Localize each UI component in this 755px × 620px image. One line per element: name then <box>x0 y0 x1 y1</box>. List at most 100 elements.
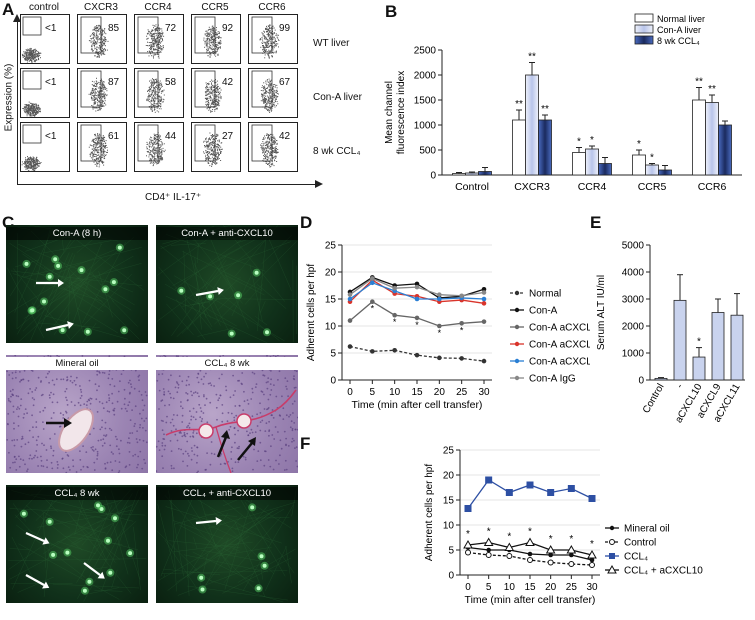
data-point <box>481 319 487 324</box>
micrograph-fluorescence: CCL₄ + anti-CXCL10 <box>156 485 298 603</box>
arrowhead <box>67 321 74 329</box>
data-point <box>481 296 487 302</box>
data-point <box>347 292 353 297</box>
y-tick-label: 3000 <box>622 295 645 306</box>
significance-star: * <box>569 534 573 545</box>
data-point <box>459 356 464 361</box>
data-point <box>347 318 353 323</box>
significance-star: ** <box>528 52 536 63</box>
legend-marker <box>514 341 520 347</box>
facs-dots <box>137 124 166 167</box>
facs-col-header: CCR4 <box>144 2 172 13</box>
panel-a-ylabel: Expression (%) <box>3 63 15 132</box>
legend-marker <box>609 553 615 559</box>
facs-col-header: control <box>28 2 59 13</box>
legend-marker <box>609 539 615 545</box>
y-tick-label: 10 <box>443 521 455 532</box>
legend-marker <box>514 358 520 364</box>
x-tick-label: 20 <box>545 582 557 593</box>
arrow <box>25 574 45 586</box>
arrowhead <box>215 517 222 525</box>
panel-a-y-arrowhead <box>13 14 21 22</box>
arrowhead <box>42 537 50 545</box>
data-point <box>486 547 491 553</box>
data-point <box>548 552 553 558</box>
legend-label: Con-A IgG <box>529 374 576 385</box>
panel-letter-d: D <box>300 213 313 232</box>
x-tick-label: 10 <box>504 582 516 593</box>
facs-percent: 44 <box>165 131 177 142</box>
micrograph-texture <box>6 355 148 473</box>
data-point <box>370 276 375 281</box>
y-tick-label: 20 <box>443 471 455 482</box>
bar <box>598 163 612 176</box>
facs-dots <box>80 70 108 112</box>
data-point <box>547 559 554 566</box>
data-point <box>545 544 556 554</box>
bar <box>538 119 552 176</box>
x-tick-label: 15 <box>411 387 423 398</box>
facs-percent: 67 <box>279 77 291 88</box>
bar <box>692 356 706 381</box>
bar <box>730 314 744 381</box>
facs-plot: 61 <box>77 122 127 172</box>
data-point <box>414 352 420 358</box>
legend-label: Con-A <box>529 306 558 317</box>
x-tick-label: 0 <box>347 387 353 398</box>
significance-star: * <box>590 539 594 550</box>
facs-percent: <1 <box>45 131 57 142</box>
facs-dots <box>251 70 279 113</box>
facs-percent: 87 <box>108 77 120 88</box>
facs-percent: 58 <box>165 77 177 88</box>
bar <box>632 154 646 176</box>
legend-marker <box>514 307 520 313</box>
arrow <box>83 562 101 576</box>
data-point <box>392 285 397 291</box>
bar <box>525 74 539 176</box>
data-point <box>566 544 577 554</box>
significance-star: * <box>637 139 641 150</box>
y-axis-label: Mean channelfluorescence index <box>384 71 407 154</box>
arrowhead <box>217 287 224 295</box>
x-tick-label: 10 <box>389 387 401 398</box>
y-tick-label: 4000 <box>622 268 645 279</box>
facs-percent: 42 <box>279 131 291 142</box>
x-tick-label: 25 <box>566 582 578 593</box>
data-point <box>505 489 513 496</box>
x-tick-label: 15 <box>524 582 536 593</box>
data-point <box>414 296 420 302</box>
bar <box>512 119 526 176</box>
panel-letter-b: B <box>385 2 398 21</box>
legend-marker <box>609 525 615 531</box>
facs-plot: 72 <box>134 14 184 64</box>
arrowhead <box>248 437 256 446</box>
data-point <box>414 281 420 287</box>
micrograph-label: CCL₄ 8 wk <box>156 357 298 370</box>
y-tick-label: 25 <box>443 446 455 457</box>
y-tick-label: 15 <box>325 295 337 306</box>
x-tick-label: Control <box>455 181 489 193</box>
legend-marker <box>514 290 520 296</box>
arrowhead <box>42 581 50 589</box>
panel-e-bar-chart: 0 1000 2000 3000 4000 5000 Serum ALT IU/ml Cont… <box>596 241 745 425</box>
panel-letter-a: A <box>2 0 15 19</box>
micrograph-texture <box>156 225 297 343</box>
facs-plot: <1 <box>20 14 70 64</box>
bar <box>718 124 732 176</box>
facs-plot: <1 <box>20 68 70 118</box>
y-tick-label: 2500 <box>414 46 437 57</box>
legend-label: Con-A aCXCL11 <box>529 357 590 368</box>
legend-marker <box>514 375 520 381</box>
facs-percent: <1 <box>45 23 57 34</box>
data-point <box>465 549 471 556</box>
significance-star: * <box>487 527 491 538</box>
data-point <box>526 481 534 489</box>
data-point <box>414 315 420 321</box>
significance-star: * <box>577 137 581 148</box>
legend-marker <box>514 324 520 330</box>
bar <box>692 99 706 176</box>
arrowhead <box>97 571 105 579</box>
legend-label: CCL₄ + aCXCL10 <box>624 566 703 577</box>
